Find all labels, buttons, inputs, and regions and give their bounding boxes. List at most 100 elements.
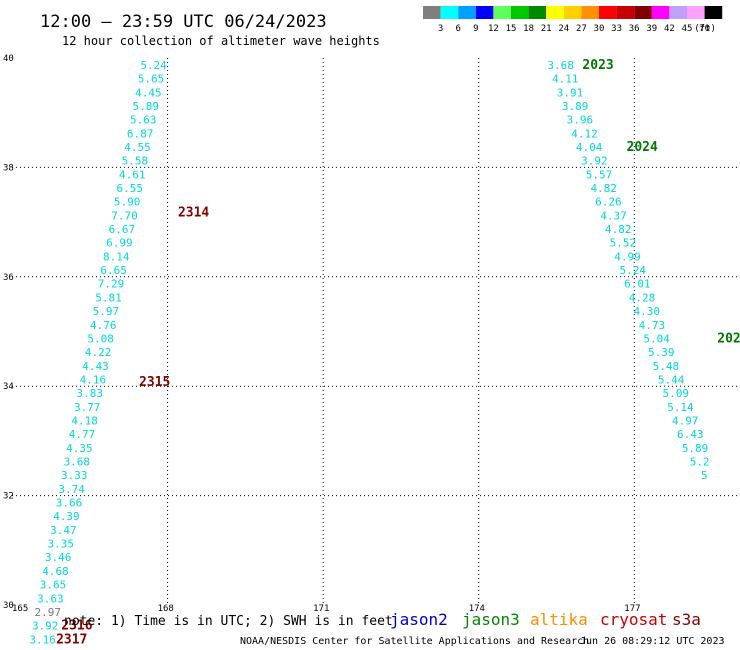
wave-height-value: 3.74 [58,483,85,496]
wave-height-value: 4.22 [85,346,112,359]
legend-unit: (ft) [694,24,716,34]
wave-height-value: 3.46 [45,551,72,564]
wave-height-value: 5.97 [93,305,120,318]
legend-label: 12 [488,24,499,34]
satellite-legend: jason2 jason3 altika cryosat s3a [390,610,701,629]
wave-height-value: 2.97 [35,606,62,619]
legend-label: 21 [541,24,552,34]
wave-height-value: 4.04 [576,141,603,154]
wave-height-value: 5.14 [667,401,694,414]
grid-lines [12,58,738,605]
wave-height-value: 4.28 [629,291,656,304]
wave-height-value: 4.30 [633,305,660,318]
wave-height-value: 4.82 [590,182,617,195]
wave-height-value: 3.92 [32,620,59,633]
wave-height-value: 3.65 [40,579,67,592]
wave-height-value: 3.68 [547,59,574,72]
legend-swatch [581,6,599,19]
color-scale-legend: 3 6 9 12 15 18 21 24 27 30 33 36 39 42 45 70(ft) [423,6,723,34]
wave-height-value: 4.12 [571,127,598,140]
wave-height-value: 4.45 [135,86,162,99]
wave-height-value: 4.35 [66,442,93,455]
wave-height-value: 4.18 [71,414,98,427]
wave-height-value: 5.09 [663,387,690,400]
wave-height-value: 4.68 [42,565,69,578]
wave-height-value: 6.55 [116,182,143,195]
legend-label: 45 [682,24,693,34]
wave-height-value: 3.66 [56,497,83,510]
wave-height-values: 5.245.654.455.895.636.874.555.584.616.55… [29,59,709,646]
wave-height-value: 4.55 [124,141,151,154]
satellite-altika-label: altika [530,610,588,629]
time-label: 2314 [178,206,209,221]
wave-height-value: 5.57 [586,168,613,181]
wave-height-value: 5.65 [138,73,165,86]
wave-height-value: 6.65 [100,264,127,277]
y-tick-label: 36 [3,273,14,283]
legend-swatch [440,6,459,19]
wave-height-value: 4.77 [69,428,96,441]
x-tick-label: 174 [469,604,485,614]
legend-swatch [458,6,476,19]
legend-swatch [616,6,635,19]
footer-note: note: 1) Time is in UTC; 2) SWH is in fe… [64,614,393,629]
wave-height-value: 4.82 [605,223,632,236]
wave-height-value: 3.96 [567,114,594,127]
legend-swatch [423,6,441,19]
y-tick-label: 38 [3,163,14,173]
wave-height-value: 3.83 [77,387,104,400]
wave-height-value: 7.70 [111,209,138,222]
legend-label: 33 [611,24,622,34]
wave-height-value: 5.81 [95,291,122,304]
wave-height-value: 5.44 [658,373,685,386]
wave-height-value: 4.37 [600,209,627,222]
wave-height-value: 6.01 [624,278,651,291]
wave-height-value: 3.91 [557,86,584,99]
footer-credit: NOAA/NESDIS Center for Satellite Applica… [240,636,589,647]
wave-height-value: 4.11 [552,73,579,86]
legend-swatch [475,6,494,19]
wave-height-value: 5.08 [87,332,114,345]
time-label: 2025 [717,331,740,346]
chart-title: 12:00 – 23:59 UTC 06/24/2023 [40,12,327,32]
x-tick-label: 165 [12,604,28,614]
wave-height-value: 3.92 [581,155,608,168]
wave-height-value: 4.99 [614,250,641,263]
legend-label: 70 [699,24,710,34]
footer-timestamp: Jun 26 08:29:12 UTC 2023 [580,636,725,647]
wave-height-value: 5.52 [610,237,637,250]
wave-height-value: 5.2 [690,456,710,469]
wave-height-value: 5.39 [648,346,675,359]
wave-height-value: 5.90 [114,196,141,209]
wave-height-value: 4.43 [82,360,109,373]
legend-swatch [511,6,529,19]
time-label: 2316 [61,619,92,634]
wave-height-value: 4.61 [119,168,146,181]
y-tick-label: 40 [3,54,14,64]
wave-height-value: 6.26 [595,196,622,209]
legend-label: 24 [558,24,569,34]
x-tick-label: 171 [313,604,329,614]
y-tick-label: 32 [3,492,14,502]
time-label: 2023 [582,58,613,73]
wave-height-value: 5.24 [140,59,167,72]
wave-height-value: 5.04 [643,332,670,345]
y-tick-label: 34 [3,382,14,392]
time-label: 2315 [139,375,170,390]
legend-label: 3 [438,24,443,34]
wave-height-value: 5.48 [653,360,680,373]
wave-height-value: 5 [701,469,708,482]
satellite-cryosat-label: cryosat [600,610,667,629]
wave-height-value: 4.16 [80,373,107,386]
legend-swatch [704,6,723,19]
legend-label: 18 [523,24,534,34]
wave-height-value: 5.89 [682,442,709,455]
wave-height-value: 4.39 [53,510,80,523]
wave-height-value: 8.14 [103,250,130,263]
wave-height-value: 4.73 [639,319,666,332]
satellite-jason3-label: jason3 [462,610,520,629]
wave-height-value: 3.77 [74,401,101,414]
legend-swatch [651,6,670,19]
wave-height-value: 3.35 [47,538,74,551]
